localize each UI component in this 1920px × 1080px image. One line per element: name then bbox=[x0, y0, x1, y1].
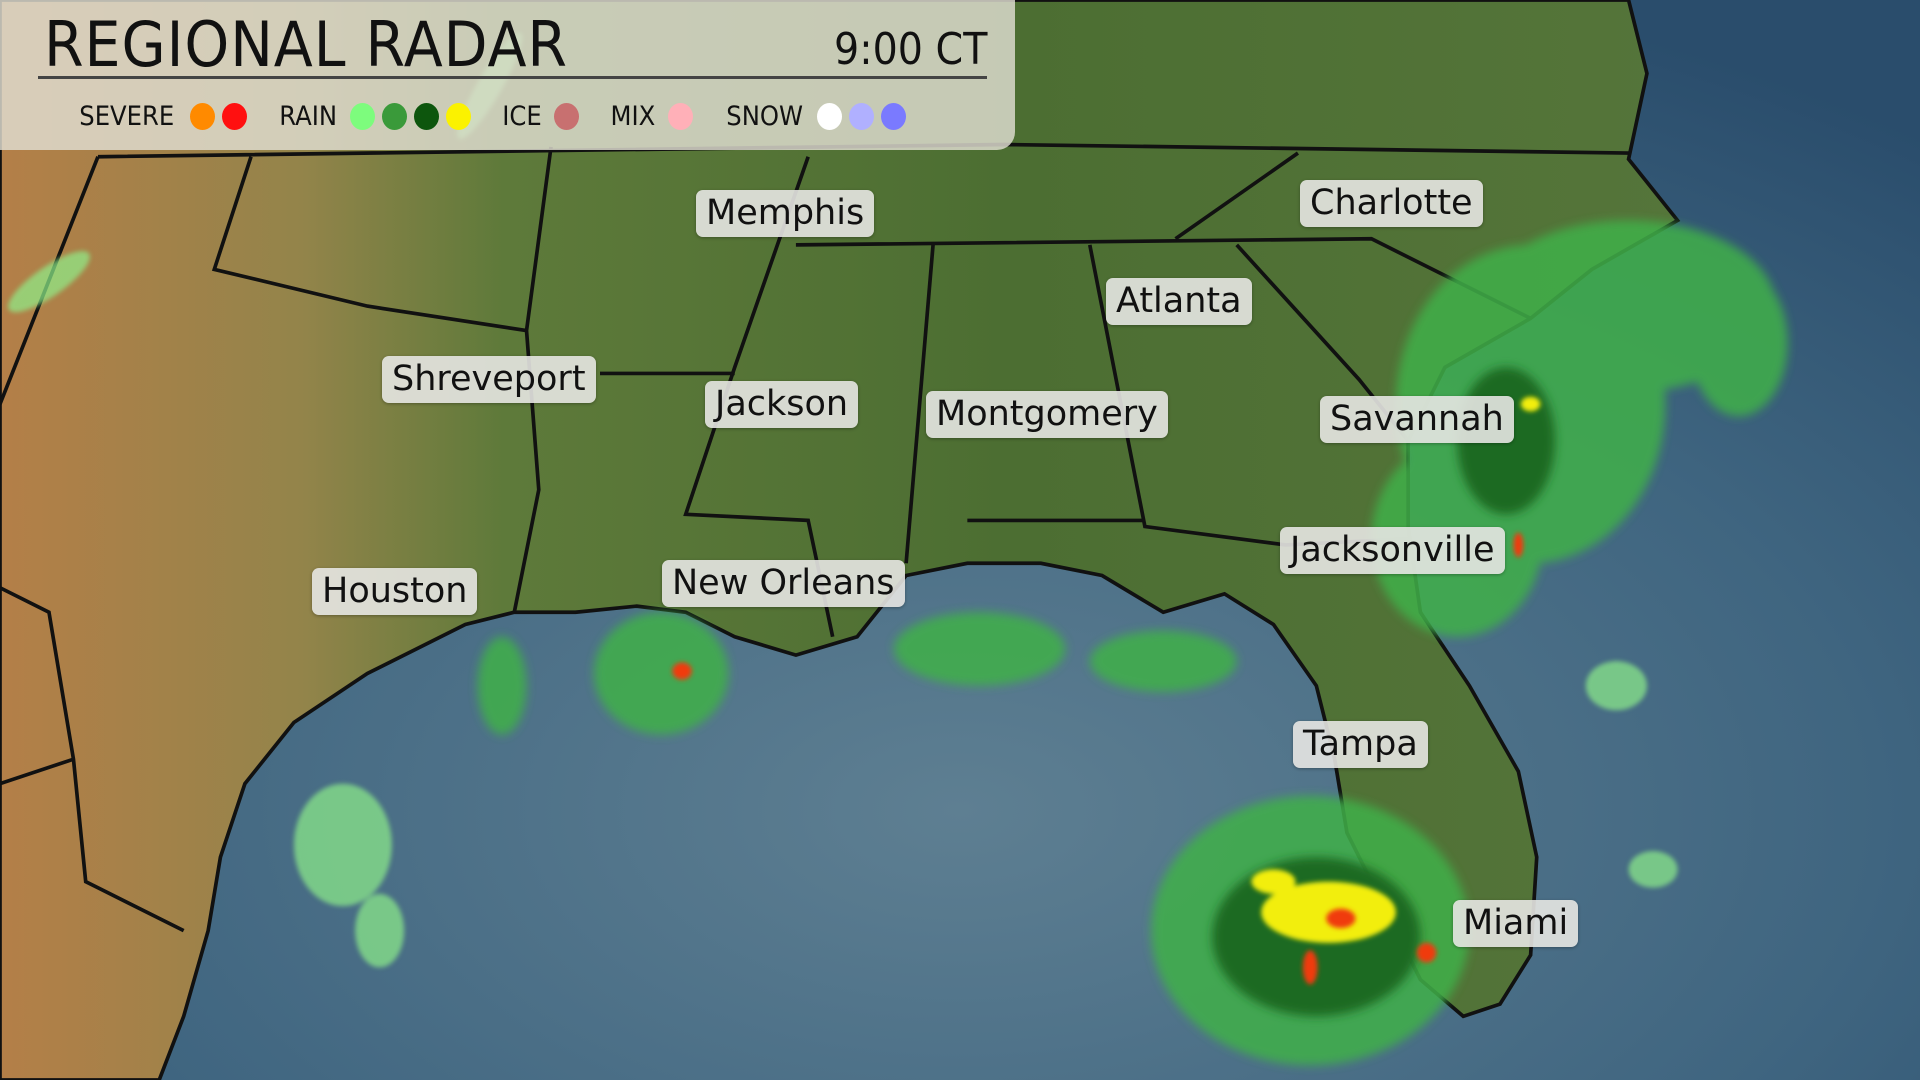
legend-snow: SNOW bbox=[722, 101, 913, 132]
header-panel: REGIONAL RADAR 9:00 CT SEVERE RAIN ICE MIX S… bbox=[0, 0, 1015, 150]
city-label-charlotte: Charlotte bbox=[1300, 180, 1483, 227]
city-label-memphis: Memphis bbox=[696, 190, 875, 237]
legend-label: SNOW bbox=[725, 100, 803, 132]
page-title: REGIONAL RADAR bbox=[44, 8, 568, 81]
city-label-jackson: Jackson bbox=[705, 381, 859, 428]
city-label-jacksonville: Jacksonville bbox=[1280, 527, 1505, 574]
city-label-savannah: Savannah bbox=[1320, 396, 1514, 443]
time-stamp: 9:00 CT bbox=[833, 24, 987, 75]
city-label-shreveport: Shreveport bbox=[382, 356, 596, 403]
legend-label: MIX bbox=[610, 100, 656, 132]
city-label-tampa: Tampa bbox=[1293, 721, 1428, 768]
legend-swatch bbox=[349, 102, 375, 130]
city-label-atlanta: Atlanta bbox=[1106, 278, 1252, 325]
legend-label: ICE bbox=[502, 100, 542, 132]
city-label-miami: Miami bbox=[1453, 900, 1579, 947]
legend-swatch bbox=[553, 102, 579, 130]
radar-echoes bbox=[7, 32, 1788, 1066]
legend-swatch bbox=[381, 102, 407, 130]
legend-swatch bbox=[667, 102, 693, 130]
legend-label: RAIN bbox=[278, 100, 337, 132]
legend-mix: MIX bbox=[608, 101, 700, 132]
legend-swatch bbox=[816, 102, 842, 130]
legend-rain: RAIN bbox=[276, 101, 478, 132]
legend-severe: SEVERE bbox=[74, 101, 254, 132]
legend-swatch bbox=[880, 102, 906, 130]
legend-label: SEVERE bbox=[79, 100, 175, 132]
precip-legend: SEVERE RAIN ICE MIX SNOW bbox=[74, 96, 935, 136]
city-label-new-orleans: New Orleans bbox=[662, 560, 905, 607]
city-label-houston: Houston bbox=[312, 568, 478, 615]
legend-swatch bbox=[848, 102, 874, 130]
legend-swatch bbox=[413, 102, 439, 130]
divider bbox=[38, 76, 987, 79]
city-label-montgomery: Montgomery bbox=[926, 391, 1168, 438]
legend-swatch bbox=[221, 102, 247, 130]
legend-swatch bbox=[189, 102, 215, 130]
legend-ice: ICE bbox=[500, 101, 586, 132]
legend-swatch bbox=[445, 102, 471, 130]
